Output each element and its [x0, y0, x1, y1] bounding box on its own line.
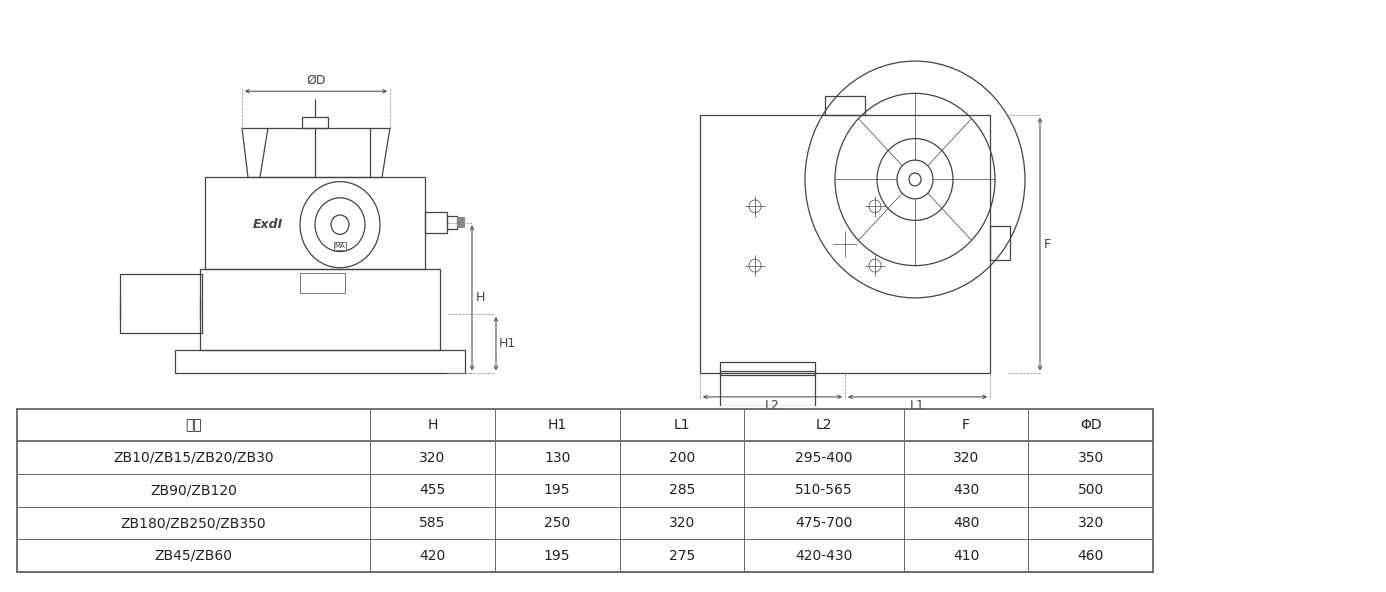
Text: 475-700: 475-700 [796, 516, 852, 530]
Text: ΦD: ΦD [1080, 418, 1102, 432]
Text: F: F [962, 418, 970, 432]
Text: 275: 275 [669, 549, 694, 562]
Text: 420-430: 420-430 [796, 549, 852, 562]
Text: 320: 320 [1078, 516, 1103, 530]
Text: ZB180/ZB250/ZB350: ZB180/ZB250/ZB350 [121, 516, 266, 530]
Bar [121, 274, 202, 333]
Text: 480: 480 [952, 516, 980, 530]
Text: ExdI: ExdI [252, 218, 283, 231]
Bar [825, 95, 865, 115]
Text: 250: 250 [545, 516, 570, 530]
Text: L2: L2 [816, 418, 832, 432]
Bar [205, 178, 426, 269]
Text: 200: 200 [669, 451, 694, 465]
Text: 460: 460 [1077, 549, 1105, 562]
Text: 500: 500 [1078, 484, 1103, 497]
Text: ZB45/ZB60: ZB45/ZB60 [154, 549, 233, 562]
Text: 320: 320 [669, 516, 694, 530]
Text: MA: MA [334, 243, 345, 249]
Text: L1: L1 [911, 399, 924, 412]
Text: H1: H1 [499, 337, 516, 350]
Bar [175, 349, 464, 373]
Bar [990, 226, 1010, 260]
Text: ZB90/ZB120: ZB90/ZB120 [150, 484, 237, 497]
Text: 410: 410 [952, 549, 980, 562]
Text: L1: L1 [674, 418, 690, 432]
Bar [299, 273, 345, 292]
Bar [302, 117, 328, 128]
Bar [448, 216, 457, 229]
Text: ØD: ØD [306, 74, 326, 87]
Bar [719, 362, 815, 375]
Text: 320: 320 [954, 451, 979, 465]
Text: 320: 320 [420, 451, 445, 465]
Text: 195: 195 [543, 484, 571, 497]
Text: 外形和外形尺寸: 外形和外形尺寸 [14, 17, 96, 36]
Text: H1: H1 [547, 418, 567, 432]
Text: 420: 420 [420, 549, 445, 562]
Text: H: H [427, 418, 438, 432]
Text: 195: 195 [543, 549, 571, 562]
Text: 295-400: 295-400 [796, 451, 852, 465]
Text: 350: 350 [1078, 451, 1103, 465]
Text: 型号: 型号 [184, 418, 202, 432]
Text: 430: 430 [954, 484, 979, 497]
Bar [457, 217, 464, 228]
Text: 455: 455 [420, 484, 445, 497]
Text: 585: 585 [419, 516, 446, 530]
Bar [426, 212, 448, 233]
Text: ZB10/ZB15/ZB20/ZB30: ZB10/ZB15/ZB20/ZB30 [114, 451, 273, 465]
Text: 285: 285 [668, 484, 696, 497]
Text: 130: 130 [543, 451, 571, 465]
Bar [700, 115, 990, 373]
Text: L2: L2 [765, 399, 780, 412]
Bar [719, 371, 815, 406]
Text: 510-565: 510-565 [796, 484, 852, 497]
Bar [200, 269, 439, 349]
Text: F: F [1044, 237, 1051, 250]
Text: H: H [475, 291, 485, 304]
